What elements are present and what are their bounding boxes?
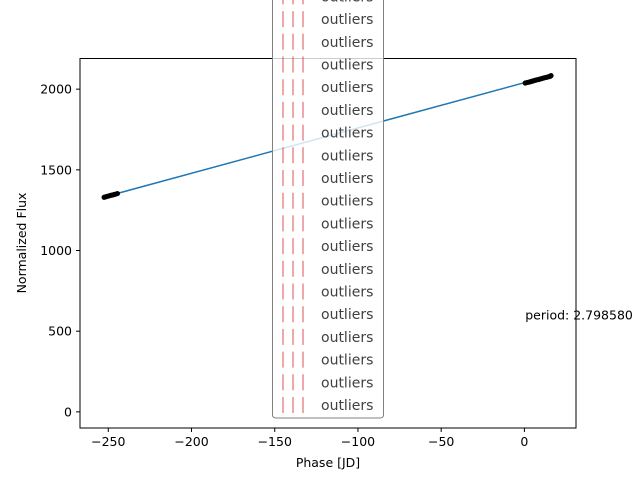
legend-label: outliers	[321, 35, 373, 51]
legend-entry: outliers	[282, 283, 373, 301]
legend-entry: outliers	[282, 33, 373, 51]
y-axis-label: Normalized Flux	[14, 193, 29, 294]
y-tick-label: 1500	[40, 162, 72, 177]
y-tick-label: 1000	[40, 243, 72, 258]
legend-entry: outliers	[282, 328, 373, 346]
legend-entry: outliers	[282, 11, 373, 28]
data-points-layer	[101, 73, 554, 200]
legend-entry: outliers	[282, 215, 373, 232]
legend-entry: outliers	[282, 124, 373, 142]
data-point	[114, 190, 121, 197]
y-tick-label: 2000	[40, 82, 72, 97]
legend-label: outliers	[321, 216, 373, 232]
x-tick-label: −250	[91, 434, 125, 449]
legend-entry: outliers	[282, 147, 373, 164]
legend-label: outliers	[321, 239, 373, 255]
legend-entry: outliers	[282, 260, 373, 278]
x-tick-label: −150	[258, 434, 292, 449]
x-tick-label: −200	[174, 434, 208, 449]
legend-entry: outliers	[282, 238, 373, 255]
legend-label: outliers	[321, 0, 373, 5]
legend: outliers outliers outliers outliers outliers…	[272, 0, 384, 419]
period-annotation: period: 2.798580	[525, 308, 633, 323]
legend-label: outliers	[321, 148, 373, 164]
y-ticks: 0 500 1000 1500 2000	[40, 82, 80, 419]
legend-label: outliers	[321, 307, 373, 323]
y-tick-label: 0	[64, 404, 72, 419]
legend-entry: outliers	[282, 374, 373, 391]
legend-entry: outliers	[282, 56, 373, 74]
legend-label: outliers	[321, 398, 373, 414]
legend-entry: outliers	[282, 0, 373, 5]
legend-label: outliers	[321, 126, 373, 142]
legend-label: outliers	[321, 262, 373, 278]
data-point	[548, 73, 554, 79]
legend-label: outliers	[321, 58, 373, 74]
legend-entry: outliers	[282, 397, 373, 414]
x-ticks: −250 −200 −150 −100 −50 0	[91, 428, 528, 449]
legend-entry: outliers	[282, 79, 373, 96]
x-tick-label: −100	[341, 434, 375, 449]
legend-label: outliers	[321, 330, 373, 346]
x-tick-label: −50	[428, 434, 454, 449]
legend-entry: outliers	[282, 306, 373, 323]
legend-box	[272, 0, 384, 419]
legend-label: outliers	[321, 171, 373, 187]
legend-entry: outliers	[282, 101, 373, 119]
y-tick-label: 500	[48, 324, 72, 339]
legend-label: outliers	[321, 12, 373, 28]
legend-entry: outliers	[282, 351, 373, 369]
legend-label: outliers	[321, 80, 373, 96]
legend-label: outliers	[321, 353, 373, 369]
legend-label: outliers	[321, 375, 373, 391]
legend-entry: outliers	[282, 192, 373, 210]
legend-label: outliers	[321, 194, 373, 210]
x-tick-label: 0	[520, 434, 528, 449]
legend-entry: outliers	[282, 170, 373, 187]
x-axis-label: Phase [JD]	[296, 455, 360, 470]
legend-label: outliers	[321, 103, 373, 119]
legend-label: outliers	[321, 285, 373, 301]
